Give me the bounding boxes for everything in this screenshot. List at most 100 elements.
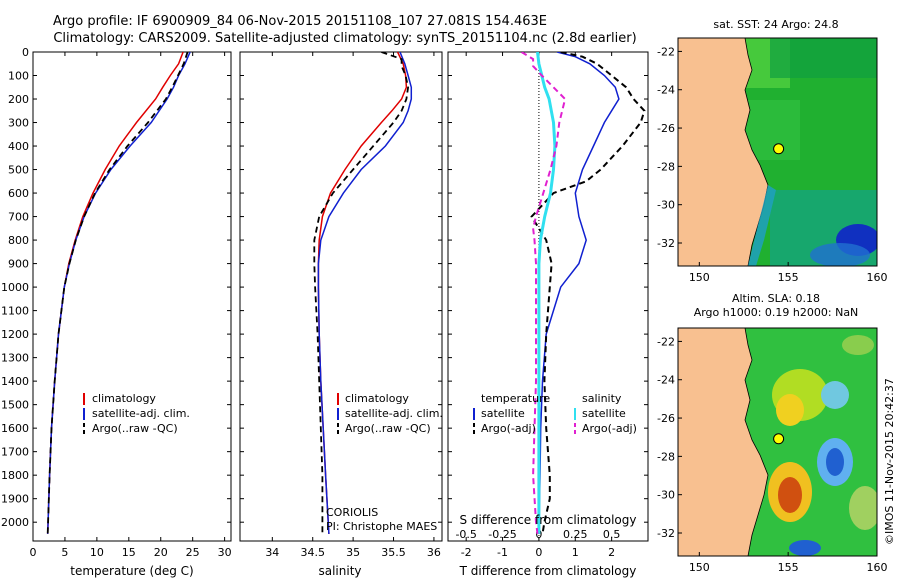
- sst-map-title: sat. SST: 24 Argo: 24.8: [713, 18, 838, 31]
- y-tick-label: 500: [8, 164, 29, 177]
- y-tick-label: 400: [8, 140, 29, 153]
- sla-negative-anomaly-south: [789, 540, 821, 556]
- x-tick-label-top: -0.5: [455, 528, 476, 541]
- coriolis-label: CORIOLIS: [326, 506, 378, 519]
- series-line-argo-raw-qc-: [313, 52, 410, 534]
- y-tick-label: 1100: [1, 305, 29, 318]
- legend-label-temp-satellite: satellite: [481, 407, 525, 420]
- y-tick-label: 1600: [1, 422, 29, 435]
- series-line-climatology: [317, 52, 408, 534]
- series-line-satellite-adj-clim-: [317, 52, 413, 534]
- y-tick-label: 2000: [1, 516, 29, 529]
- y-tick-label: 700: [8, 211, 29, 224]
- sst-map-frame: [677, 37, 878, 267]
- legend-title-temperature: temperature: [481, 392, 550, 405]
- map-x-tick-label: 150: [689, 561, 710, 574]
- legend-label-argo: Argo(..raw -QC): [345, 422, 431, 435]
- x-tick-label: 0: [535, 546, 542, 559]
- temperature-ticks: 0100200300400500600700800900100011001200…: [1, 46, 232, 559]
- map-y-tick-label: -24: [657, 374, 675, 387]
- sla-negative-anomaly-north: [821, 381, 849, 409]
- imos-credit: ©IMOS 11-Nov-2015 20:42:37: [883, 378, 896, 545]
- x-tick-label: 1: [572, 546, 579, 559]
- x-tick-label: 5: [61, 546, 68, 559]
- difference-xlabel: T difference from climatology: [459, 564, 637, 578]
- sst-map-ticks: 150 155 160 -22 -24 -26 -28 -30 -32: [657, 45, 887, 284]
- salinity-series: [313, 52, 413, 534]
- figure-title-line1: Argo profile: IF 6900909_84 06-Nov-2015 …: [53, 14, 547, 29]
- map-y-tick-label: -26: [657, 412, 675, 425]
- x-tick-label: 0: [30, 546, 37, 559]
- legend-label-argo: Argo(..raw -QC): [92, 422, 178, 435]
- sla-map-frame: [677, 327, 878, 557]
- x-tick-label: 34.5: [300, 546, 325, 559]
- x-tick-label: 35: [346, 546, 360, 559]
- legend-label-satellite: satellite-adj. clim.: [345, 407, 443, 420]
- sst-float-marker: [773, 143, 785, 155]
- sst-map-image: [678, 38, 877, 266]
- x-tick-label: 30: [218, 546, 232, 559]
- y-tick-label: 1400: [1, 375, 29, 388]
- x-tick-label-top: -0.25: [488, 528, 516, 541]
- y-tick-label: 200: [8, 93, 29, 106]
- y-tick-label: 1200: [1, 328, 29, 341]
- map-x-tick-label: 160: [867, 271, 888, 284]
- legend-label-sal-argo: Argo(-adj): [582, 422, 637, 435]
- salinity-xlabel: salinity: [318, 564, 361, 578]
- y-tick-label: 800: [8, 234, 29, 247]
- x-tick-label: 36: [427, 546, 441, 559]
- map-y-tick-label: -22: [657, 45, 675, 58]
- series-line-argo-raw-qc-: [46, 52, 189, 534]
- temperature-xlabel: temperature (deg C): [70, 564, 193, 578]
- y-tick-label: 1800: [1, 469, 29, 482]
- legend-label-temp-argo: Argo(-adj): [481, 422, 536, 435]
- sst-shelf-water: [748, 185, 776, 266]
- legend-label-sal-satellite: satellite: [582, 407, 626, 420]
- y-tick-label: 1300: [1, 352, 29, 365]
- map-y-tick-label: -28: [657, 450, 675, 463]
- difference-series: [520, 52, 646, 535]
- x-tick-label: 15: [122, 546, 136, 559]
- sla-map-title-line1: Altim. SLA: 0.18: [732, 292, 820, 305]
- y-tick-label: 900: [8, 258, 29, 271]
- sst-north-east-region: [770, 38, 877, 78]
- legend-label-climatology: climatology: [345, 392, 409, 405]
- difference-ticks: -2 -1 0 1 2 -0.5 -0.25 0 0.25 0.5: [448, 51, 648, 559]
- salinity-axes: [239, 51, 443, 542]
- legend-label-climatology: climatology: [92, 392, 156, 405]
- sst-cold-patch-2: [810, 243, 870, 266]
- sla-map-ticks: 150 155 160 -22 -24 -26 -28 -30 -32: [657, 335, 887, 574]
- y-tick-label: 0: [22, 46, 29, 59]
- map-y-tick-label: -32: [657, 527, 675, 540]
- map-y-tick-label: -32: [657, 237, 675, 250]
- x-tick-label-top: 0: [535, 528, 542, 541]
- x-tick-label-top: 0.25: [563, 528, 588, 541]
- map-x-tick-label: 155: [778, 271, 799, 284]
- series-line-satellite-adj-clim-: [46, 52, 191, 534]
- salinity-ticks: 34 34.5 35 35.5 36: [240, 51, 442, 559]
- x-tick-label: 34: [265, 546, 279, 559]
- x-tick-label: 10: [90, 546, 104, 559]
- salinity-legend: climatology satellite-adj. clim. Argo(..…: [326, 392, 443, 533]
- series-line-temperature-satellite: [538, 52, 620, 534]
- temperature-series: [46, 52, 191, 534]
- figure-title-line2: Climatology: CARS2009. Satellite-adjuste…: [53, 31, 636, 46]
- y-tick-label: 1000: [1, 281, 29, 294]
- map-x-tick-label: 155: [778, 561, 799, 574]
- y-tick-label: 1700: [1, 446, 29, 459]
- map-y-tick-label: -24: [657, 84, 675, 97]
- y-tick-label: 1500: [1, 399, 29, 412]
- y-tick-label: 1900: [1, 493, 29, 506]
- series-line-climatology: [46, 52, 184, 534]
- sla-float-marker: [773, 433, 785, 445]
- legend-title-salinity: salinity: [582, 392, 622, 405]
- y-tick-label: 600: [8, 187, 29, 200]
- sla-anomaly-northeast: [842, 335, 874, 355]
- sla-map-title-line2: Argo h1000: 0.19 h2000: NaN: [694, 306, 859, 319]
- x-tick-label: -1: [497, 546, 508, 559]
- difference-xlabel-top: S difference from climatology: [460, 513, 637, 527]
- difference-legend: temperature satellite Argo(-adj) salinit…: [473, 392, 637, 435]
- sla-positive-anomaly-south-core: [778, 477, 802, 513]
- series-line-salinity-satellite: [536, 52, 557, 534]
